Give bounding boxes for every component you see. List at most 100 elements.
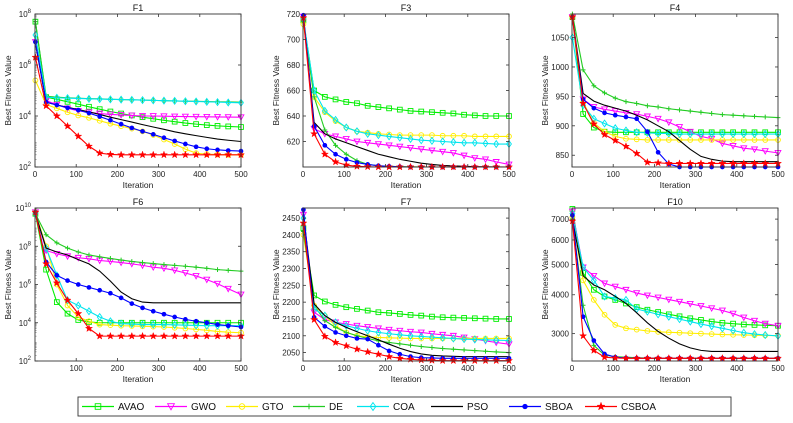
data-point-marker [75, 107, 81, 113]
data-point-marker [171, 267, 179, 275]
data-point-marker [676, 329, 683, 336]
data-point-marker [730, 129, 736, 136]
x-tick-label: 400 [193, 364, 207, 373]
data-point-marker [666, 106, 672, 112]
data-point-marker [182, 263, 188, 269]
data-point-marker [369, 401, 377, 412]
data-point-marker [306, 403, 312, 410]
data-point-marker [106, 111, 115, 119]
data-point-marker [676, 129, 683, 139]
data-point-marker [364, 129, 371, 138]
subplot-f7: 0 100 200 300 400 500 2050 2100 2150 2200 2250 2300… [271, 197, 516, 384]
y-tick-label: 102 [19, 162, 32, 172]
data-point-marker [333, 151, 338, 157]
data-point-marker [580, 111, 586, 117]
x-tick-label: 0 [33, 170, 38, 179]
data-point-marker [54, 273, 60, 278]
data-point-marker [149, 113, 157, 120]
data-point-marker [483, 348, 488, 354]
x-tick-label: 500 [502, 364, 516, 373]
data-point-marker [343, 151, 349, 157]
x-axis-label: Iteration [123, 374, 154, 384]
data-point-marker [354, 336, 360, 341]
y-axis-label: Best Fitness Value [3, 249, 13, 320]
data-point-marker [386, 310, 392, 316]
y-tick-label: 900 [556, 122, 570, 131]
series-coa [300, 14, 512, 149]
data-point-marker [718, 140, 727, 148]
data-point-marker [665, 329, 672, 336]
data-point-marker [686, 300, 694, 308]
data-point-marker [643, 113, 652, 121]
data-point-marker [161, 135, 167, 141]
subplot-title: F4 [670, 3, 681, 13]
data-point-marker [752, 113, 757, 119]
data-point-marker [750, 146, 759, 154]
data-point-marker [418, 312, 425, 319]
x-tick-label: 200 [648, 364, 662, 373]
data-point-marker [740, 314, 748, 322]
data-point-marker [331, 338, 340, 347]
data-point-marker [602, 110, 607, 116]
series-group [568, 11, 782, 170]
data-point-marker [225, 267, 231, 273]
data-point-marker [365, 336, 371, 342]
data-point-marker [429, 313, 435, 320]
data-point-marker [86, 307, 92, 316]
data-point-marker [182, 321, 189, 330]
data-point-marker [161, 96, 167, 105]
series-line-avao [302, 228, 509, 320]
data-point-marker [320, 332, 329, 340]
x-tick-label: 100 [70, 170, 84, 179]
data-point-marker [632, 149, 641, 157]
data-point-marker [601, 119, 608, 128]
data-point-marker [653, 353, 663, 362]
data-point-marker [686, 159, 695, 167]
data-point-marker [364, 102, 371, 109]
data-point-marker [492, 159, 500, 166]
data-point-marker [309, 315, 319, 324]
data-point-marker [192, 273, 200, 280]
data-point-marker [407, 132, 414, 138]
series-de [570, 11, 781, 120]
data-point-marker [665, 119, 673, 127]
data-point-marker [171, 320, 178, 329]
data-point-marker [202, 150, 211, 159]
data-point-marker [354, 127, 360, 136]
data-point-marker [762, 330, 769, 340]
x-tick-label: 500 [771, 170, 785, 179]
series-line-avao [302, 20, 509, 117]
y-tick-label: 640 [287, 112, 301, 121]
data-point-marker [761, 320, 769, 328]
data-point-marker [621, 142, 631, 150]
data-point-marker [193, 264, 199, 270]
plot-area [303, 14, 509, 167]
data-point-marker [385, 326, 393, 334]
data-point-marker [739, 159, 748, 167]
x-tick-label: 100 [607, 170, 621, 179]
data-point-marker [172, 138, 178, 144]
y-tick-label: 950 [556, 92, 570, 101]
data-point-marker [719, 112, 725, 118]
data-point-marker [643, 292, 652, 300]
data-point-marker [471, 112, 478, 119]
data-point-marker [751, 322, 758, 328]
data-point-marker [687, 108, 693, 114]
data-point-marker [761, 353, 770, 362]
data-point-marker [643, 353, 652, 362]
data-point-marker [385, 142, 393, 150]
data-point-marker [633, 136, 640, 143]
data-point-marker [171, 113, 179, 121]
data-point-marker [482, 133, 489, 140]
y-tick-label: 108 [19, 241, 32, 251]
legend-entry-avao: AVAO [82, 402, 145, 413]
plot-area [35, 14, 241, 167]
data-point-marker [396, 143, 404, 151]
data-point-marker [63, 121, 72, 130]
data-point-marker [623, 129, 629, 136]
data-point-marker [675, 159, 684, 167]
y-tick-label: 680 [287, 61, 301, 70]
data-point-marker [596, 401, 606, 411]
data-point-marker [751, 129, 758, 139]
x-tick-label: 400 [461, 170, 475, 179]
